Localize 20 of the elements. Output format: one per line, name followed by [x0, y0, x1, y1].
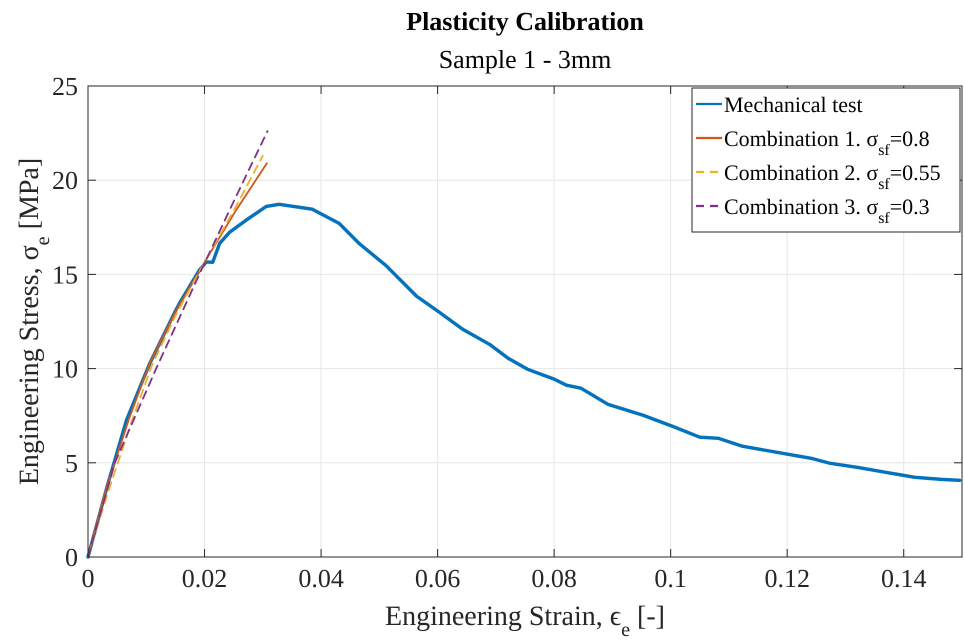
- chart-title: Plasticity Calibration: [406, 7, 644, 36]
- x-tick-label: 0.04: [298, 564, 344, 593]
- x-tick-label: 0.12: [764, 564, 810, 593]
- x-tick-label: 0.14: [880, 564, 926, 593]
- legend-label: Combination 3. σ$_{sf}$=0.3: [724, 194, 930, 226]
- legend-label: Combination 1. σ$_{sf}$=0.8: [724, 126, 930, 158]
- x-tick-label: 0.08: [531, 564, 577, 593]
- chart-subtitle: Sample 1 - 3mm: [438, 45, 612, 74]
- y-tick-label: 15: [52, 260, 78, 290]
- legend-label: Combination 2. σ$_{sf}$=0.55: [724, 160, 941, 192]
- y-tick-label: 20: [52, 166, 78, 196]
- x-axis-title: Engineering Strain, ϵ$_{e}$ [-]: [385, 601, 665, 641]
- x-tick-label: 0.06: [414, 564, 460, 593]
- x-tick-label: 0.1: [654, 564, 687, 593]
- y-tick-label: 25: [52, 72, 78, 101]
- y-tick-label: 5: [65, 448, 78, 478]
- legend-label: Mechanical test: [724, 92, 863, 117]
- y-tick-label: 0: [65, 543, 78, 572]
- y-tick-label: 10: [52, 354, 78, 384]
- x-tick-label: 0.02: [182, 564, 228, 593]
